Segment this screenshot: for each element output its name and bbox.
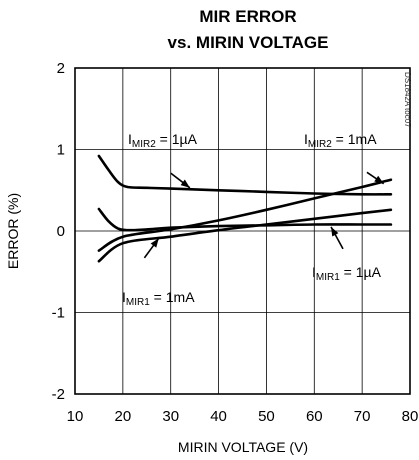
annotation-symbol: I xyxy=(122,289,126,305)
y-axis-title: ERROR (%) xyxy=(5,193,21,269)
x-tick-label: 70 xyxy=(354,408,371,425)
grid xyxy=(75,68,410,394)
x-axis-title: MIRIN VOLTAGE (V) xyxy=(178,439,308,455)
x-tick-label: 30 xyxy=(162,408,179,425)
series-layer xyxy=(97,154,393,263)
series-imir2-1ua xyxy=(97,154,393,196)
annotation-value: = 1mA xyxy=(332,131,377,147)
y-tick-label: 2 xyxy=(57,60,65,77)
annotation-imir2-1ua: IMIR2 = 1µA xyxy=(128,131,198,150)
series-imir2-1ma xyxy=(97,178,393,252)
annotation-imir1-1ua: IMIR1 = 1µA xyxy=(312,264,382,283)
figure-code: DS1842A toc07 xyxy=(403,72,412,128)
x-tick-label: 50 xyxy=(258,408,275,425)
annotation-value: = 1µA xyxy=(340,264,382,280)
plot-frame xyxy=(74,67,411,395)
annotation-symbol: I xyxy=(304,131,308,147)
annotation-value: = 1µA xyxy=(156,131,198,147)
series-imir1-1ma xyxy=(97,208,393,263)
annotation-arrowhead xyxy=(374,175,384,184)
annotation-arrowhead xyxy=(180,179,190,188)
x-tick-label: 10 xyxy=(67,408,84,425)
y-tick-label: 0 xyxy=(57,223,65,240)
y-tick-label: -1 xyxy=(52,305,65,322)
annotation-imir1-1ma: IMIR1 = 1mA xyxy=(122,289,195,308)
annotation-subscript: MIR1 xyxy=(316,272,340,283)
chart-title-line-1: MIR ERROR xyxy=(199,7,296,26)
x-tick-label: 80 xyxy=(402,408,419,425)
annotation-value: = 1mA xyxy=(150,289,195,305)
x-tick-label: 60 xyxy=(306,408,323,425)
annotation-symbol: I xyxy=(312,264,316,280)
annotation-subscript: MIR1 xyxy=(126,297,150,308)
y-tick-label: 1 xyxy=(57,142,65,159)
annotation-subscript: MIR2 xyxy=(308,139,332,150)
x-tick-label: 40 xyxy=(210,408,227,425)
annotation-arrowhead xyxy=(331,226,339,237)
annotation-arrowhead xyxy=(150,238,159,248)
series-imir1-1ua xyxy=(97,207,393,232)
annotation-symbol: I xyxy=(128,131,132,147)
y-tick-label: -2 xyxy=(52,386,65,403)
chart-title-line-2: vs. MIRIN VOLTAGE xyxy=(168,33,329,52)
annotation-imir2-1ma: IMIR2 = 1mA xyxy=(304,131,377,150)
annotation-subscript: MIR2 xyxy=(132,139,156,150)
x-tick-label: 20 xyxy=(115,408,132,425)
